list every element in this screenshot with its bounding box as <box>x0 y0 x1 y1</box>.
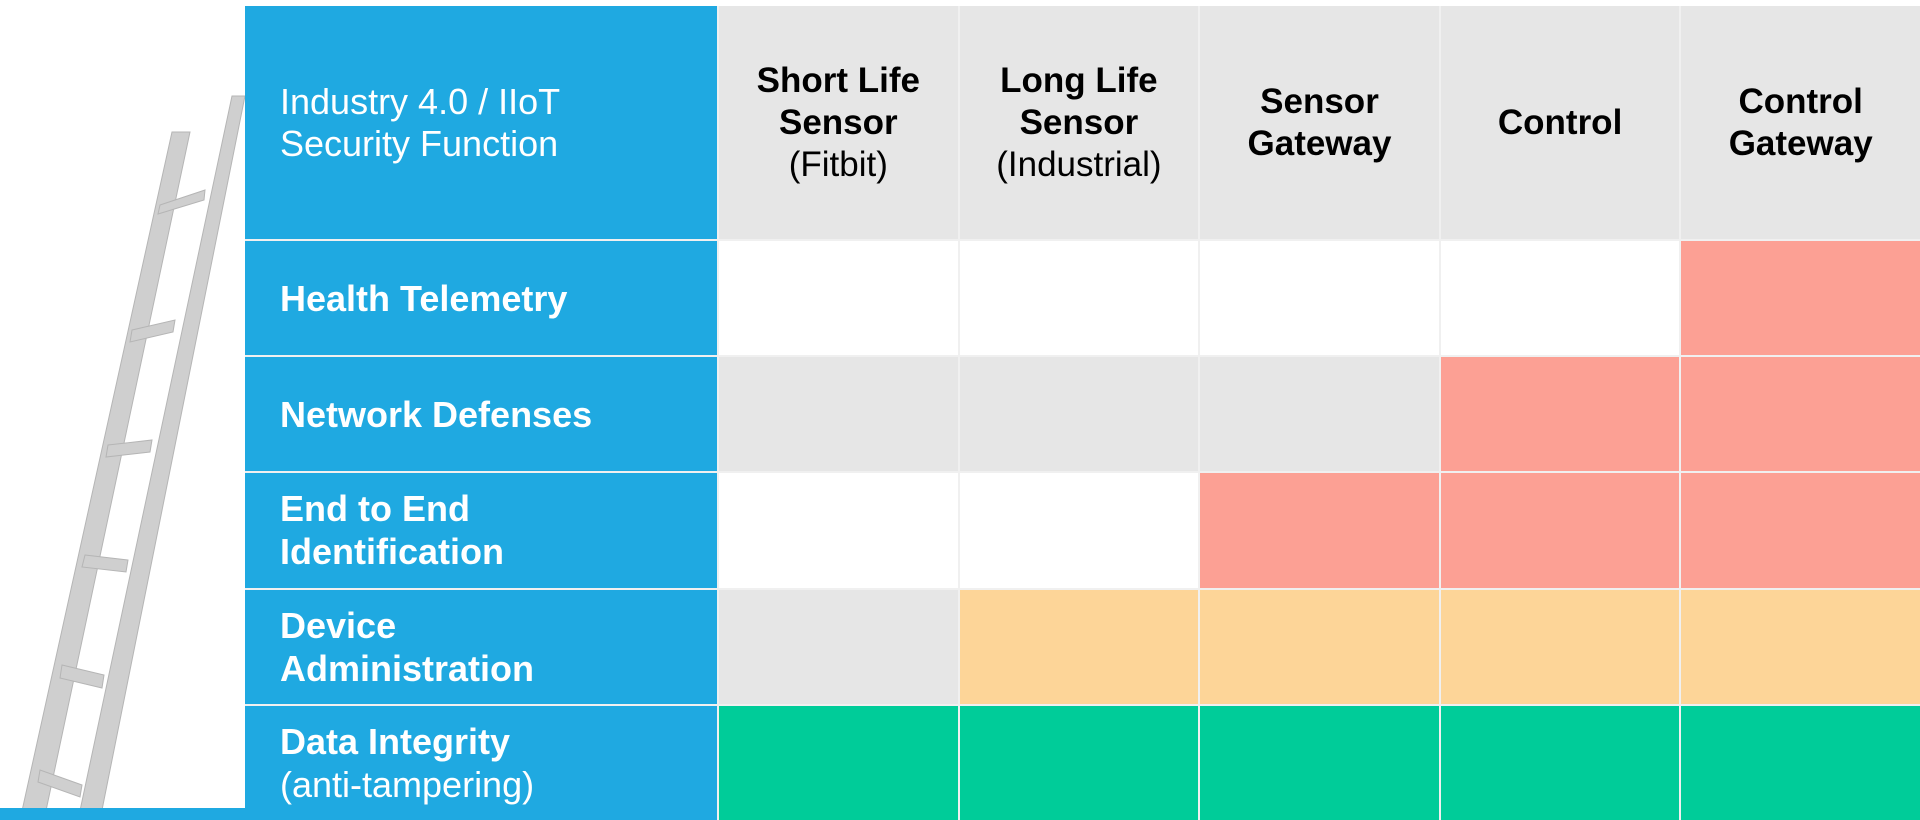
status-cell <box>959 357 1199 472</box>
column-name: Sensor Gateway <box>1247 81 1392 163</box>
status-cell <box>1440 705 1680 820</box>
status-cell <box>959 589 1199 704</box>
status-cell <box>719 705 958 820</box>
corner-title: Industry 4.0 / IIoT Security Function <box>280 81 560 164</box>
column-header: Short Life Sensor (Fitbit) <box>719 6 958 239</box>
status-cell <box>1440 473 1680 588</box>
column-name: Long Life Sensor <box>1000 60 1158 142</box>
row-subtitle: (anti-tampering) <box>280 763 535 805</box>
column-subtitle: (Industrial) <box>996 144 1162 184</box>
status-cell <box>719 241 958 356</box>
status-cell <box>719 473 958 588</box>
column-header: Long Life Sensor (Industrial) <box>959 6 1199 239</box>
row-header: End to End Identification <box>245 473 717 588</box>
row-header: Network Defenses <box>245 357 717 472</box>
status-cell <box>959 473 1199 588</box>
security-table: Industry 4.0 / IIoT Security Function Sh… <box>245 6 1920 820</box>
corner-header: Industry 4.0 / IIoT Security Function <box>245 6 717 239</box>
status-cell <box>1681 705 1920 820</box>
status-cell <box>959 241 1199 356</box>
row-label: Network Defenses <box>280 393 593 435</box>
status-cell <box>1681 473 1920 588</box>
row-label: Device Administration <box>280 604 535 689</box>
row-header: Health Telemetry <box>245 241 717 356</box>
status-cell <box>1200 473 1439 588</box>
status-cell <box>719 357 958 472</box>
row-header: Device Administration <box>245 589 717 704</box>
status-cell <box>1681 241 1920 356</box>
status-cell <box>1681 589 1920 704</box>
row-label: Health Telemetry <box>280 277 568 319</box>
ladder-illustration <box>0 95 245 820</box>
column-name: Control Gateway <box>1728 81 1873 163</box>
status-cell <box>1200 589 1439 704</box>
status-cell <box>1200 357 1439 472</box>
column-header: Control Gateway <box>1681 6 1920 239</box>
column-header: Control <box>1440 6 1680 239</box>
status-cell <box>1440 589 1680 704</box>
column-subtitle: (Fitbit) <box>788 144 888 184</box>
status-cell <box>959 705 1199 820</box>
status-cell <box>1440 241 1680 356</box>
status-cell <box>1681 357 1920 472</box>
bottom-strip <box>0 808 245 820</box>
row-label: Data Integrity <box>280 720 511 762</box>
row-label: End to End Identification <box>280 488 504 573</box>
column-name: Short Life Sensor <box>756 60 920 142</box>
status-cell <box>1200 241 1439 356</box>
row-header: Data Integrity (anti-tampering) <box>245 705 717 820</box>
column-header: Sensor Gateway <box>1200 6 1439 239</box>
status-cell <box>719 589 958 704</box>
column-name: Control <box>1497 102 1623 142</box>
status-cell <box>1200 705 1439 820</box>
status-cell <box>1440 357 1680 472</box>
